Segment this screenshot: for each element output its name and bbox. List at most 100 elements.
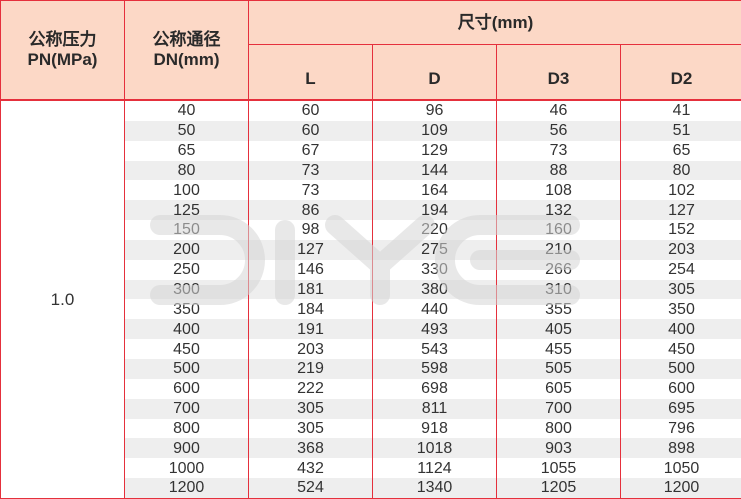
cell-d2: 796 <box>620 418 741 439</box>
cell-d3: 1055 <box>496 458 621 479</box>
table-row: 500 219 598 505 500 <box>1 358 741 379</box>
cell-d3: 605 <box>496 378 621 399</box>
cell-d3: 56 <box>496 120 621 141</box>
cell-l: 203 <box>248 339 373 359</box>
cell-d3: 108 <box>496 180 621 201</box>
cell-d2: 600 <box>620 378 741 399</box>
cell-d2: 400 <box>620 319 741 340</box>
cell-dn: 1200 <box>124 478 249 499</box>
cell-d: 1124 <box>372 458 497 479</box>
cell-d3: 88 <box>496 160 621 181</box>
cell-d3: 903 <box>496 438 621 459</box>
cell-l: 368 <box>248 438 373 459</box>
cell-d3: 800 <box>496 418 621 439</box>
cell-d3: 210 <box>496 239 621 260</box>
cell-d2: 65 <box>620 140 741 161</box>
cell-dn: 400 <box>124 319 249 340</box>
cell-l: 432 <box>248 458 373 479</box>
cell-d2: 305 <box>620 279 741 300</box>
cell-dn: 600 <box>124 378 249 399</box>
cell-l: 60 <box>248 120 373 141</box>
pn-label: 公称压力 <box>28 30 97 49</box>
cell-d3: 46 <box>496 99 621 121</box>
cell-dn: 40 <box>124 99 249 121</box>
cell-d: 598 <box>372 358 497 379</box>
cell-d: 164 <box>372 180 497 201</box>
cell-d2: 500 <box>620 358 741 379</box>
cell-d: 440 <box>372 299 497 320</box>
cell-d2: 51 <box>620 120 741 141</box>
cell-dn: 700 <box>124 398 249 419</box>
cell-l: 86 <box>248 200 373 221</box>
cell-d: 330 <box>372 259 497 280</box>
cell-d3: 355 <box>496 299 621 320</box>
dn-unit: DN(mm) <box>153 50 220 69</box>
col-label: D2 <box>670 69 693 88</box>
cell-d2: 450 <box>620 339 741 359</box>
col-label: D3 <box>547 69 570 88</box>
cell-dn: 800 <box>124 418 249 439</box>
cell-l: 524 <box>248 478 373 499</box>
cell-l: 219 <box>248 358 373 379</box>
cell-l: 73 <box>248 180 373 201</box>
cell-l: 60 <box>248 99 373 121</box>
table-row: 80 73 144 88 80 <box>1 160 741 181</box>
cell-dn: 150 <box>124 220 249 240</box>
table-row: 100 73 164 108 102 <box>1 180 741 201</box>
cell-l: 305 <box>248 418 373 439</box>
cell-d2: 203 <box>620 239 741 260</box>
header-d: D <box>372 44 497 101</box>
dn-label: 公称通径 <box>152 30 221 49</box>
cell-dn: 200 <box>124 239 249 260</box>
cell-l: 73 <box>248 160 373 181</box>
cell-d: 96 <box>372 99 497 121</box>
cell-dn: 50 <box>124 120 249 141</box>
cell-d2: 102 <box>620 180 741 201</box>
cell-d: 220 <box>372 220 497 240</box>
pn-value: 1.0 <box>0 98 125 499</box>
cell-dn: 80 <box>124 160 249 181</box>
table-row: 400 191 493 405 400 <box>1 319 741 340</box>
header-dn: 公称通径 DN(mm) <box>124 0 249 101</box>
col-label: D <box>428 69 441 88</box>
cell-l: 191 <box>248 319 373 340</box>
col-label: L <box>305 69 316 88</box>
cell-dn: 1000 <box>124 458 249 479</box>
cell-dn: 500 <box>124 358 249 379</box>
header-dimensions: 尺寸(mm) <box>248 0 741 45</box>
header-l: L <box>248 44 373 101</box>
cell-dn: 100 <box>124 180 249 201</box>
header-pn: 公称压力 PN(MPa) <box>0 0 125 101</box>
pn-unit: PN(MPa) <box>27 50 98 69</box>
cell-d3: 132 <box>496 200 621 221</box>
cell-d2: 80 <box>620 160 741 181</box>
cell-l: 222 <box>248 378 373 399</box>
cell-d2: 350 <box>620 299 741 320</box>
header-d3: D3 <box>496 44 621 101</box>
cell-d: 109 <box>372 120 497 141</box>
table-row: 50 60 109 56 51 <box>1 120 741 141</box>
table-row: 800 305 918 800 796 <box>1 418 741 439</box>
cell-d2: 41 <box>620 99 741 121</box>
cell-d: 698 <box>372 378 497 399</box>
cell-dn: 450 <box>124 339 249 359</box>
cell-l: 127 <box>248 239 373 260</box>
cell-d: 1340 <box>372 478 497 499</box>
cell-d2: 152 <box>620 220 741 240</box>
cell-dn: 125 <box>124 200 249 221</box>
cell-d3: 505 <box>496 358 621 379</box>
cell-d2: 254 <box>620 259 741 280</box>
cell-l: 98 <box>248 220 373 240</box>
cell-d: 1018 <box>372 438 497 459</box>
cell-d: 543 <box>372 339 497 359</box>
cell-l: 146 <box>248 259 373 280</box>
cell-d3: 405 <box>496 319 621 340</box>
cell-d: 493 <box>372 319 497 340</box>
cell-d2: 1050 <box>620 458 741 479</box>
cell-d: 811 <box>372 398 497 419</box>
table-row: 1.0 40 60 96 46 41 <box>0 98 741 499</box>
cell-l: 181 <box>248 279 373 300</box>
cell-d3: 455 <box>496 339 621 359</box>
cell-l: 67 <box>248 140 373 161</box>
